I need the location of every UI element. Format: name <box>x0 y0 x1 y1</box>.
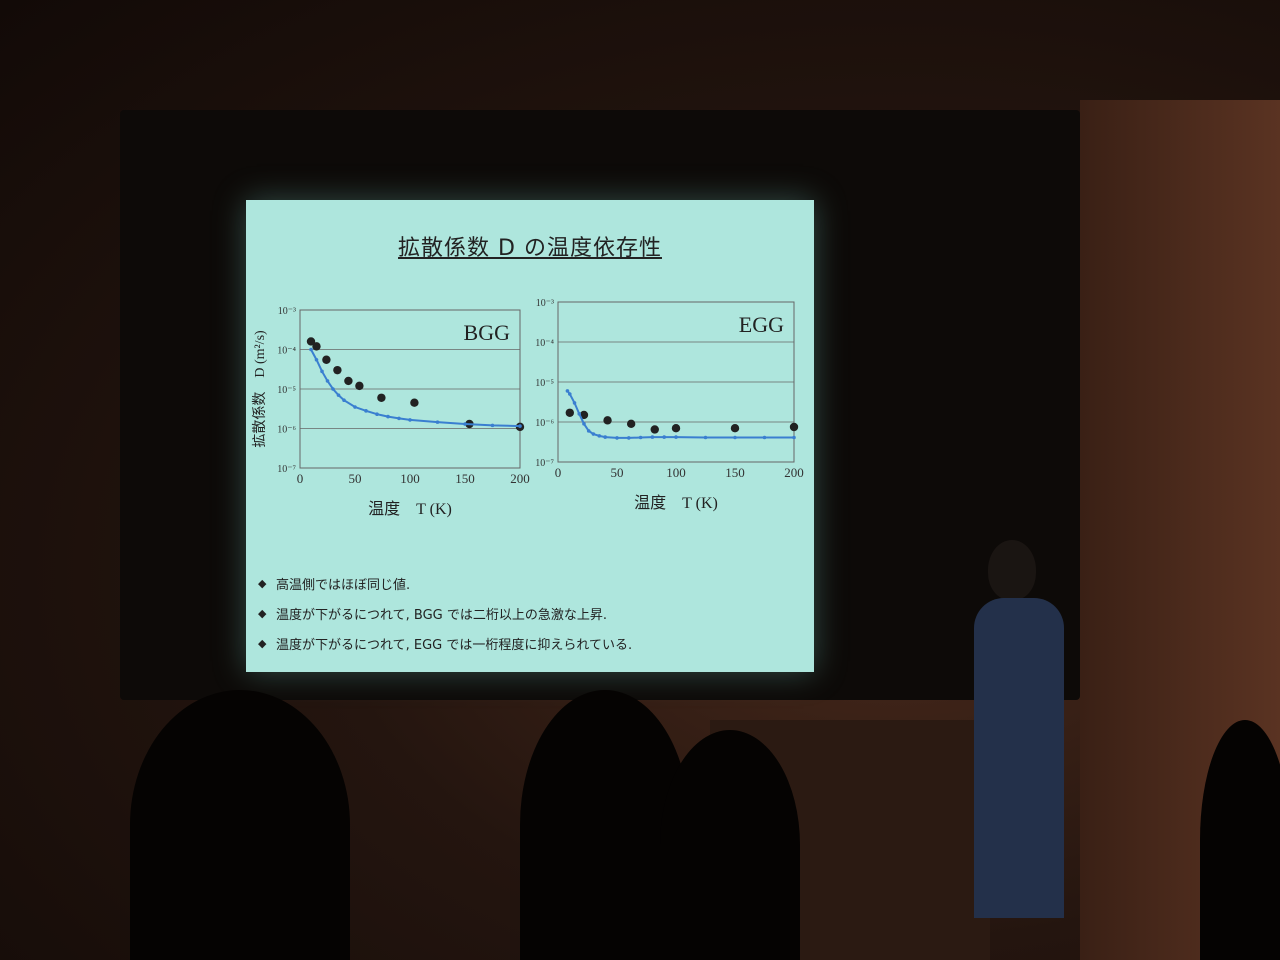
slide-title: 拡散係数 D の温度依存性 <box>398 236 662 261</box>
x-tick-label: 100 <box>400 471 420 486</box>
bullet-item: ◆ 温度が下がるにつれて, BGG では二桁以上の急激な上昇. <box>258 598 808 628</box>
y-tick-label: 10⁻³ <box>536 298 554 309</box>
y-tick-label: 10⁻³ <box>278 306 296 317</box>
bullet-text: 高温側ではほぼ同じ値. <box>276 577 411 593</box>
fit-curve-point <box>490 423 495 428</box>
y-axis-label: 拡散係数 D (m²/s) <box>252 330 268 448</box>
y-tick-label: 10⁻⁷ <box>535 458 554 469</box>
data-point <box>312 342 321 351</box>
fit-curve-point <box>435 420 440 424</box>
fit-curve-point <box>582 422 586 426</box>
fit-curve-point <box>463 422 467 426</box>
data-point <box>565 408 574 417</box>
fit-curve-point <box>597 434 602 438</box>
panel-label: EGG <box>739 312 784 337</box>
fit-curve-point <box>615 436 619 440</box>
x-tick-label: 50 <box>349 471 362 486</box>
fit-curve-point <box>762 435 767 440</box>
fit-curve-line <box>566 390 794 439</box>
y-tick-label: 10⁻⁵ <box>535 378 554 389</box>
data-point <box>333 365 342 375</box>
fit-curve-point <box>662 435 666 439</box>
data-point <box>789 422 799 432</box>
fit-curve-point <box>353 405 357 409</box>
fit-curve-point <box>568 392 572 396</box>
data-point <box>344 376 353 386</box>
fit-curve-point <box>342 398 346 403</box>
fit-curve-point <box>627 436 631 440</box>
panel-label: BGG <box>464 320 511 345</box>
presenter <box>970 540 1065 920</box>
data-point <box>650 425 659 434</box>
fit-curve-point <box>375 412 379 417</box>
fit-curve-point <box>638 435 643 440</box>
y-tick-label: 10⁻⁷ <box>277 464 296 475</box>
x-tick-label: 50 <box>611 465 624 480</box>
diamond-bullet-icon: ◆ <box>258 606 267 620</box>
bullet-list: ◆ 高温側ではほぼ同じ値. ◆ 温度が下がるにつれて, BGG では二桁以上の急… <box>258 568 808 658</box>
fit-curve-point <box>331 387 335 391</box>
fit-curve-point <box>733 435 737 440</box>
fit-curve-point <box>364 409 368 413</box>
fit-curve-point <box>703 435 708 440</box>
data-point <box>355 381 364 391</box>
presenter-body <box>974 598 1064 918</box>
audience-head <box>1200 720 1280 960</box>
fit-curve-point <box>336 393 341 397</box>
y-tick-label: 10⁻⁵ <box>277 385 296 396</box>
x-axis-label: 温度 T (K) <box>634 494 718 512</box>
fit-curve-point <box>325 379 330 383</box>
fit-curve-point <box>577 412 582 416</box>
fit-curve-point <box>674 435 678 439</box>
x-tick-label: 150 <box>455 471 475 486</box>
data-point <box>626 419 636 429</box>
audience-head <box>660 730 800 960</box>
data-point <box>603 416 612 425</box>
data-point <box>377 393 386 402</box>
bullet-text: 温度が下がるにつれて, BGG では二桁以上の急激な上昇. <box>276 607 607 623</box>
fit-curve-point <box>518 424 522 428</box>
y-tick-label: 10⁻⁴ <box>277 346 296 357</box>
data-point <box>322 355 331 364</box>
fit-curve-point <box>397 416 401 421</box>
y-tick-label: 10⁻⁶ <box>535 418 554 429</box>
bullet-item: ◆ 高温側ではほぼ同じ値. <box>258 568 808 598</box>
fit-curve-point <box>591 432 596 436</box>
fit-curve-point <box>792 435 796 440</box>
fit-curve-point <box>408 418 412 422</box>
bullet-text: 温度が下がるにつれて, EGG では一桁程度に抑えられている. <box>276 637 633 653</box>
bullet-item: ◆ 温度が下がるにつれて, EGG では一桁程度に抑えられている. <box>258 628 808 658</box>
x-tick-label: 0 <box>555 465 562 480</box>
x-tick-label: 0 <box>297 471 304 486</box>
fit-curve-line <box>310 349 521 428</box>
fit-curve-point <box>309 347 313 352</box>
fit-curve-point <box>314 357 319 362</box>
data-point <box>671 423 681 433</box>
fit-curve-point <box>565 389 570 393</box>
data-point <box>410 398 419 407</box>
data-point <box>306 337 316 346</box>
audience-head <box>130 690 350 960</box>
fit-curve-point <box>603 435 607 439</box>
x-tick-label: 150 <box>725 465 745 480</box>
x-tick-label: 200 <box>510 471 530 486</box>
y-tick-label: 10⁻⁶ <box>277 425 296 436</box>
fit-curve-point <box>650 435 655 439</box>
presenter-head <box>988 540 1036 600</box>
data-point <box>730 423 740 433</box>
fit-curve-point <box>386 414 390 419</box>
fit-curve-point <box>320 369 324 374</box>
diamond-bullet-icon: ◆ <box>258 636 267 650</box>
diamond-bullet-icon: ◆ <box>258 576 267 590</box>
x-tick-label: 200 <box>784 465 804 480</box>
fit-curve-point <box>572 401 577 405</box>
slide: 拡散係数 D の温度依存性 10⁻³ 10⁻⁴ 10⁻⁵ 10⁻⁶ 10⁻⁷ 0 50 100… <box>246 200 814 672</box>
x-tick-label: 100 <box>666 465 686 480</box>
x-axis-label: 温度 T (K) <box>368 500 452 518</box>
fit-curve-point <box>586 429 591 433</box>
y-tick-label: 10⁻⁴ <box>535 338 554 349</box>
